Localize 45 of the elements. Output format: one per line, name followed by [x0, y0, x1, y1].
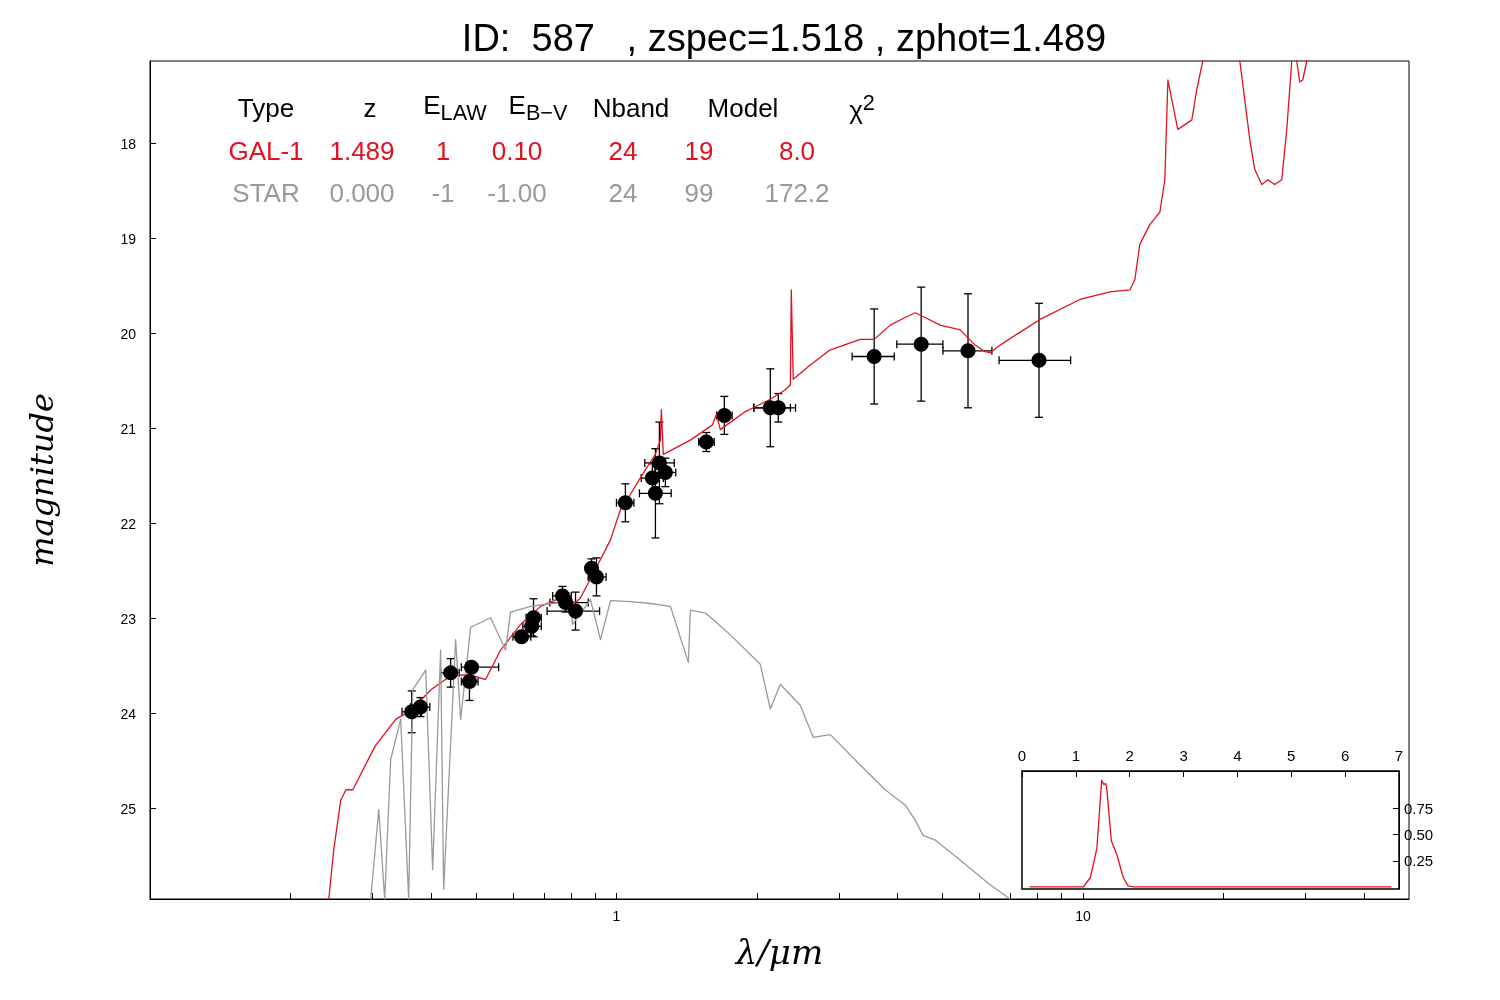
x-tick-label: 3 — [1179, 747, 1188, 764]
x-tick-label: 4 — [1233, 747, 1242, 764]
annotation: 0.10 — [491, 135, 543, 167]
annotation: E$_{B−V}$ — [508, 89, 568, 127]
x-tick-label: 6 — [1340, 747, 1350, 764]
x-tick-label: 5 — [1287, 747, 1296, 764]
annotation: 172.2 — [764, 177, 830, 209]
annotation: Type — [237, 92, 295, 124]
annotation: STAR — [232, 177, 300, 209]
annotation: -1 — [431, 177, 455, 209]
y-tick-label: 23 — [120, 610, 137, 627]
y-tick-label: 0.50 — [1404, 826, 1434, 844]
annotation: 19 — [684, 135, 714, 167]
annotation: 0.000 — [329, 177, 395, 209]
y-tick-label: 24 — [120, 705, 137, 722]
line-series — [1029, 779, 1392, 888]
x-tick-label: 0 — [1017, 747, 1027, 764]
y-tick-label: 0.25 — [1404, 852, 1434, 870]
annotation: 99 — [684, 177, 714, 209]
annotation: 1.489 — [329, 135, 395, 167]
y-axis-title: magnitude — [23, 393, 61, 567]
x-tick-label: 7 — [1394, 747, 1404, 764]
x-tick-label: 2 — [1125, 747, 1134, 764]
x-tick-label: 10 — [1075, 908, 1091, 924]
chart-title: ID: 587 , zspec=1.518 , zphot=1.489 — [461, 17, 1107, 59]
y-tick-label: 20 — [120, 325, 137, 342]
x-tick-label: 1 — [1071, 747, 1081, 764]
annotation: Nband — [592, 92, 670, 124]
annotation: z — [363, 92, 377, 124]
x-axis-title: λ/μm — [733, 932, 824, 972]
y-tick-label: 0.75 — [1404, 800, 1434, 818]
y-tick-label: 18 — [120, 135, 137, 152]
annotation: χ$^{2}$ — [849, 89, 875, 127]
y-tick-label: 25 — [120, 800, 137, 817]
annotation: 24 — [608, 135, 638, 167]
annotation: Model — [707, 92, 779, 124]
annotation: 1 — [435, 135, 451, 167]
y-tick-label: 19 — [120, 230, 137, 247]
annotation: -1.00 — [487, 177, 547, 209]
annotation: E$_{LAW}$ — [423, 89, 487, 127]
annotation: GAL-1 — [228, 135, 304, 167]
annotation: 8.0 — [778, 135, 816, 167]
y-tick-label: 22 — [120, 515, 137, 532]
y-tick-label: 21 — [120, 420, 137, 437]
annotation: 24 — [608, 177, 638, 209]
